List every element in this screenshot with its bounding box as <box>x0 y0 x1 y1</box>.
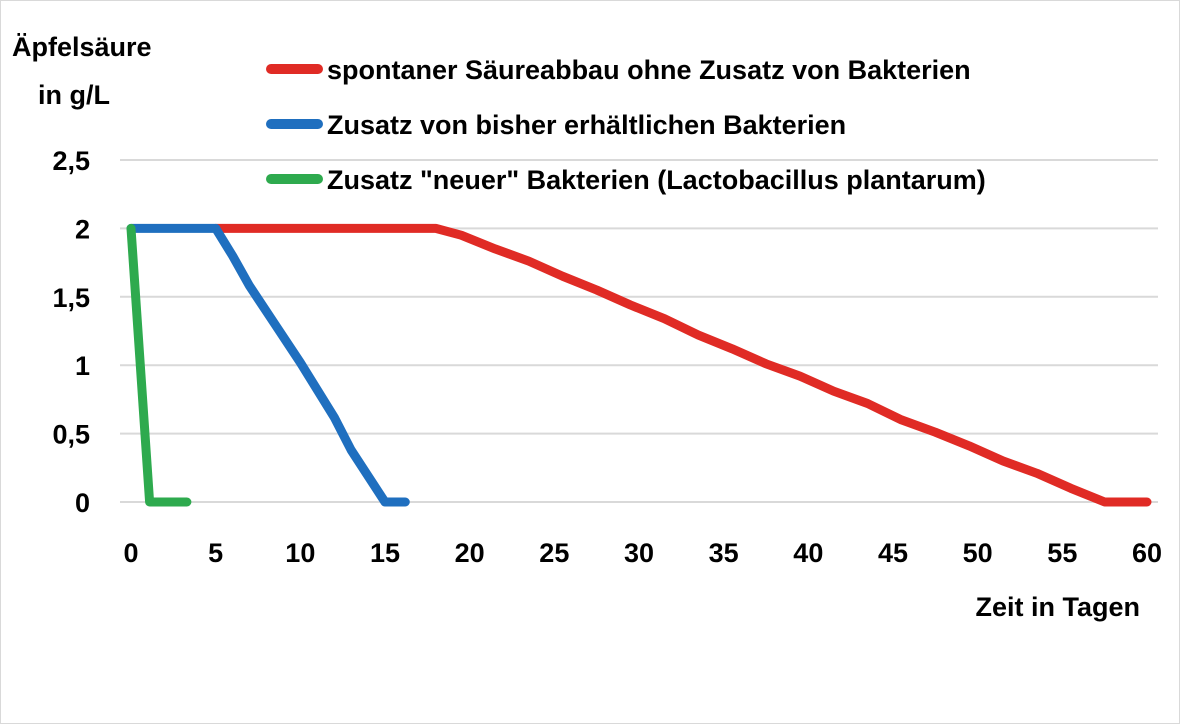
x-tick-label: 20 <box>455 538 485 568</box>
series-line-2 <box>126 223 192 507</box>
x-tick-label: 35 <box>709 538 739 568</box>
x-axis-title: Zeit in Tagen <box>975 592 1140 622</box>
legend-label-1: Zusatz von bisher erhältlichen Bakterien <box>327 110 846 140</box>
x-tick-label: 10 <box>285 538 315 568</box>
x-tick-label: 50 <box>963 538 993 568</box>
x-tick-labels: 0 5 10 15 20 25 30 35 40 45 50 55 60 <box>123 538 1162 568</box>
x-tick-label: 60 <box>1132 538 1162 568</box>
legend-label-0: spontaner Säureabbau ohne Zusatz von Bak… <box>327 55 971 85</box>
x-tick-label: 25 <box>539 538 569 568</box>
y-tick-labels: 0 0,5 1 1,5 2 2,5 <box>52 146 90 518</box>
x-tick-label: 55 <box>1047 538 1077 568</box>
y-axis-title-line-1: Äpfelsäure <box>12 32 152 62</box>
series-lines <box>126 223 1152 507</box>
y-tick-label: 2,5 <box>52 146 90 176</box>
x-tick-label: 45 <box>878 538 908 568</box>
legend-label-2: Zusatz "neuer" Bakterien (Lactobacillus … <box>327 165 986 195</box>
legend: spontaner Säureabbau ohne Zusatz von Bak… <box>266 55 986 195</box>
y-tick-label: 0 <box>75 488 90 518</box>
y-tick-label: 1 <box>75 351 90 381</box>
x-tick-label: 0 <box>123 538 138 568</box>
y-tick-label: 1,5 <box>52 283 90 313</box>
y-tick-label: 2 <box>75 214 90 244</box>
y-tick-label: 0,5 <box>52 420 90 450</box>
x-tick-label: 40 <box>793 538 823 568</box>
y-axis-title-line-2: in g/L <box>38 80 110 110</box>
x-tick-label: 30 <box>624 538 654 568</box>
series-line-1 <box>126 223 410 507</box>
series-line-0 <box>211 223 1152 507</box>
x-tick-label: 15 <box>370 538 400 568</box>
x-tick-label: 5 <box>208 538 223 568</box>
